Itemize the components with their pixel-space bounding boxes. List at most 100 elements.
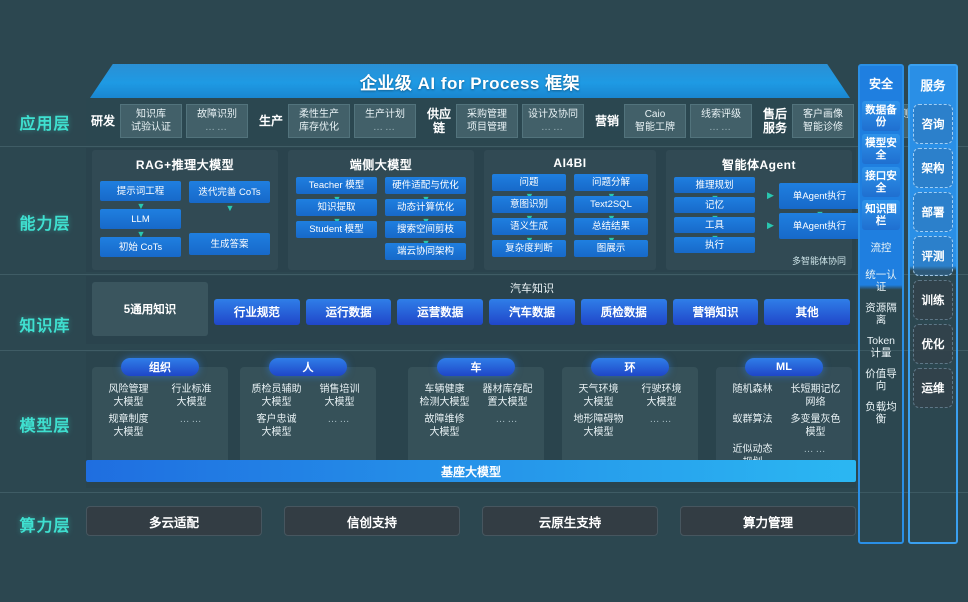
capability-chip[interactable]: 单Agent执行 — [779, 213, 860, 239]
app-cell-line: …… — [709, 122, 733, 133]
capability-chip[interactable]: 推理规划 — [674, 177, 755, 193]
model-group-pill[interactable]: 人 — [269, 358, 347, 376]
compute-item[interactable]: 算力管理 — [680, 506, 856, 536]
app-cell[interactable]: 柔性生产 库存优化 — [288, 104, 350, 138]
service-item[interactable]: 架构 — [913, 148, 953, 188]
service-item[interactable]: 训练 — [913, 280, 953, 320]
capability-chip[interactable]: 知识提取 — [296, 199, 377, 216]
model-item[interactable]: 故障维修 大模型 — [424, 414, 465, 438]
capability-chip[interactable]: 总结结果 — [574, 218, 648, 235]
model-group-pill[interactable]: 车 — [437, 358, 515, 376]
model-item[interactable]: …… — [649, 414, 674, 425]
model-item[interactable]: 地形障碍物 大模型 — [573, 414, 624, 438]
model-item[interactable]: 随机森林 — [732, 384, 773, 395]
model-item[interactable]: …… — [803, 444, 828, 455]
capability-chip[interactable]: 初始 CoTs — [100, 237, 181, 257]
model-item[interactable]: …… — [495, 414, 520, 425]
app-cell[interactable]: 知识库 试验认证 — [120, 104, 182, 138]
security-item[interactable]: 接口安全 — [862, 167, 900, 197]
model-item[interactable]: 器材库存配 置大模型 — [482, 384, 533, 408]
compute-layer-row: 多云适配 信创支持 云原生支持 算力管理 — [86, 506, 856, 536]
app-cell[interactable]: 客户画像 智能诊修 — [792, 104, 854, 138]
compute-item[interactable]: 多云适配 — [86, 506, 262, 536]
security-item[interactable]: 负载均衡 — [865, 401, 897, 425]
app-domain: 供应链 采购管理 项目管理 设计及协同…… — [422, 101, 584, 141]
capability-chip[interactable]: 迭代完善 CoTs — [189, 181, 270, 203]
knowledge-tag[interactable]: 汽车数据 — [489, 299, 575, 325]
capability-chip[interactable]: 动态计算优化 — [385, 199, 466, 216]
security-item[interactable]: Token计量 — [866, 335, 896, 359]
service-item[interactable]: 优化 — [913, 324, 953, 364]
app-cell[interactable]: 设计及协同 …… — [522, 104, 584, 138]
model-item[interactable]: 行驶环境 大模型 — [641, 384, 682, 408]
model-item[interactable]: 客户忠诚 大模型 — [256, 414, 297, 438]
model-group: 车车辆健康 检测大模型 器材库存配 置大模型 故障维修 大模型 …… — [408, 358, 544, 472]
knowledge-tag[interactable]: 运营数据 — [397, 299, 484, 325]
model-item[interactable]: 车辆健康 检测大模型 — [419, 384, 470, 408]
capability-chip[interactable]: Student 模型 — [296, 221, 377, 238]
service-item[interactable]: 评测 — [913, 236, 953, 276]
compute-item[interactable]: 信创支持 — [284, 506, 460, 536]
app-cell[interactable]: 故障识别 …… — [186, 104, 248, 138]
capability-chip[interactable]: 图展示 — [574, 240, 648, 257]
model-item[interactable]: 规章制度 大模型 — [108, 414, 149, 438]
capability-chip[interactable]: 意图识别 — [492, 196, 566, 213]
knowledge-tag[interactable]: 营销知识 — [672, 299, 759, 325]
security-item[interactable]: 价值导向 — [865, 368, 897, 392]
knowledge-tag[interactable]: 其他 — [764, 299, 851, 325]
model-group-pill[interactable]: 环 — [591, 358, 669, 376]
security-item[interactable]: 流控 — [870, 242, 892, 254]
app-cell[interactable]: 生产计划 …… — [354, 104, 416, 138]
capability-chip[interactable]: 硬件适配与优化 — [385, 177, 466, 194]
model-item[interactable]: 销售培训 大模型 — [319, 384, 360, 408]
app-cell-line: …… — [205, 122, 229, 133]
security-item[interactable]: 统一认证 — [865, 269, 897, 293]
model-item[interactable]: 质检员辅助 大模型 — [251, 384, 302, 408]
base-model-bar[interactable]: 基座大模型 — [86, 460, 856, 482]
capability-chip[interactable]: Text2SQL — [574, 196, 648, 213]
security-item[interactable]: 资源隔离 — [865, 302, 897, 326]
capability-chip[interactable]: 问题分解 — [574, 174, 648, 191]
service-item[interactable]: 咨询 — [913, 104, 953, 144]
capability-chip[interactable]: 提示词工程 — [100, 181, 181, 201]
capability-chip[interactable]: 复杂度判断 — [492, 240, 566, 257]
model-item[interactable]: 天气环境 大模型 — [578, 384, 619, 408]
capability-chip[interactable]: 端云协同架构 — [385, 243, 466, 260]
model-item[interactable]: 多变量灰色 模型 — [790, 414, 841, 438]
capability-chip[interactable]: LLM — [100, 209, 181, 229]
capability-chip[interactable]: 记忆 — [674, 197, 755, 213]
security-item[interactable]: 数据备份 — [862, 101, 900, 131]
capability-chip[interactable]: Teacher 模型 — [296, 177, 377, 194]
knowledge-general-box[interactable]: 5通用知识 — [92, 282, 208, 336]
capability-chip[interactable]: 搜索空间剪枝 — [385, 221, 466, 238]
model-group-pill[interactable]: 组织 — [121, 358, 199, 376]
app-cell[interactable]: 线索评级 …… — [690, 104, 752, 138]
model-item[interactable]: …… — [327, 414, 352, 425]
model-item[interactable]: 长短期记忆 网络 — [790, 384, 841, 408]
capability-chip[interactable]: 执行 — [674, 237, 755, 253]
knowledge-tag[interactable]: 运行数据 — [305, 299, 392, 325]
security-item[interactable]: 知识围栏 — [862, 200, 900, 230]
capability-chip[interactable]: 生成答案 — [189, 233, 270, 255]
capability-chip[interactable]: 单Agent执行 — [779, 183, 860, 209]
model-item[interactable]: 风险管理 大模型 — [108, 384, 149, 408]
knowledge-tag[interactable]: 质检数据 — [580, 299, 667, 325]
capability-chip[interactable]: 语义生成 — [492, 218, 566, 235]
compute-item[interactable]: 云原生支持 — [482, 506, 658, 536]
model-item[interactable]: …… — [179, 414, 204, 425]
knowledge-tag[interactable]: 行业规范 — [214, 299, 300, 325]
security-item[interactable]: 模型安全 — [862, 134, 900, 164]
model-item[interactable]: 蚁群算法 — [732, 414, 773, 425]
model-group-pill[interactable]: ML — [745, 358, 823, 376]
app-cell-group: Caio 智能工牌 线索评级 …… — [624, 104, 752, 138]
app-cell[interactable]: Caio 智能工牌 — [624, 104, 686, 138]
model-item[interactable]: 行业标准 大模型 — [171, 384, 212, 408]
app-cell-line: Caio — [644, 109, 666, 120]
service-item[interactable]: 运维 — [913, 368, 953, 408]
capability-chip[interactable]: 问题 — [492, 174, 566, 191]
app-cell-line: 柔性生产 — [299, 109, 339, 120]
service-item[interactable]: 部署 — [913, 192, 953, 232]
app-cell[interactable]: 采购管理 项目管理 — [456, 104, 518, 138]
capability-chip[interactable]: 工具 — [674, 217, 755, 233]
